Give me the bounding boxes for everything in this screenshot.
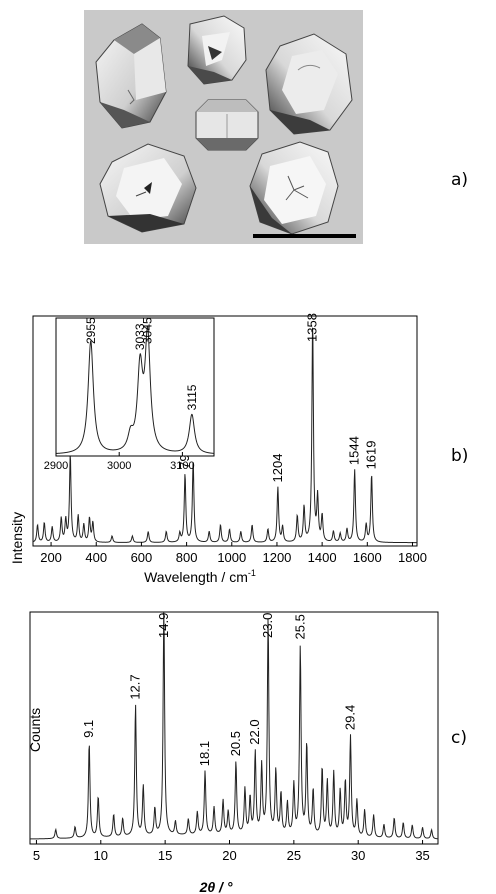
x-tick-label: 30 (351, 848, 365, 863)
peak-label: 12.7 (128, 674, 143, 699)
xrd-pattern-chart: 5 10 15 20 25 30 35 9.1 12.7 14.9 18.1 20.5 22.0 23.… (27, 611, 439, 894)
x-tick-label: 1600 (353, 550, 382, 565)
peak-label: 18.1 (197, 741, 212, 766)
peak-label: 20.5 (228, 731, 243, 756)
peak-label: 14.9 (156, 613, 171, 638)
x-tick-label: 25 (287, 848, 301, 863)
x-tick-label: 2900 (44, 460, 68, 472)
x-tick-label: 1800 (398, 550, 427, 565)
crystal-photograph (84, 10, 363, 244)
x-tick-label: 200 (40, 550, 62, 565)
panel-label-b: b) (451, 446, 469, 466)
x-tick-label: 10 (94, 848, 108, 863)
crystal (195, 99, 259, 151)
spectrum-line (32, 327, 417, 544)
peak-label: 23.0 (260, 613, 275, 638)
x-tick-label: 5 (33, 848, 40, 863)
peak-label: 1204 (270, 454, 285, 483)
inset-frame (55, 317, 215, 457)
panel-label-c: c) (451, 728, 467, 748)
plot-frame (32, 315, 418, 547)
peak-label: 3045 (141, 317, 155, 344)
peak-label: 1544 (347, 436, 362, 465)
crystal (95, 23, 167, 129)
peak-label: 22.0 (247, 719, 262, 744)
spectrum-line (55, 325, 215, 454)
crystal-photo-icon (95, 15, 356, 238)
x-tick-label: 1200 (262, 550, 291, 565)
peak-label: 2955 (84, 317, 98, 344)
x-tick-label: 20 (222, 848, 236, 863)
x-tick-label: 15 (158, 848, 172, 863)
crystal (99, 143, 197, 233)
peak-label: 25.5 (292, 614, 307, 639)
x-axis-label: 2θ / ° (199, 879, 233, 894)
peak-label: 3033 (133, 323, 147, 350)
peak-label: 3115 (185, 384, 199, 410)
panel-label-a: a) (451, 170, 469, 190)
crystal (265, 33, 353, 135)
peak-label: 1358 (305, 313, 320, 342)
x-tick-label: 1000 (217, 550, 246, 565)
x-tick-label: 400 (85, 550, 107, 565)
x-tick-label: 800 (176, 550, 198, 565)
plot-frame (29, 611, 439, 845)
spectrum-line (30, 611, 439, 840)
peak-label: 29.4 (342, 705, 357, 730)
x-tick-label: 3000 (107, 460, 131, 472)
scale-bar (253, 234, 356, 238)
x-tick-label: 35 (415, 848, 429, 863)
crystal (187, 15, 247, 85)
y-axis-label: Counts (27, 708, 43, 752)
peak-label: 9.1 (81, 720, 96, 738)
x-tick-label: 1400 (308, 550, 337, 565)
peak-label: 1619 (364, 441, 379, 470)
x-tick-label: 3100 (170, 460, 194, 472)
x-axis-label: Wavelength / cm-1 (144, 568, 256, 585)
y-axis-label: Intensity (9, 512, 25, 564)
crystal (249, 141, 339, 235)
x-tick-label: 600 (131, 550, 153, 565)
